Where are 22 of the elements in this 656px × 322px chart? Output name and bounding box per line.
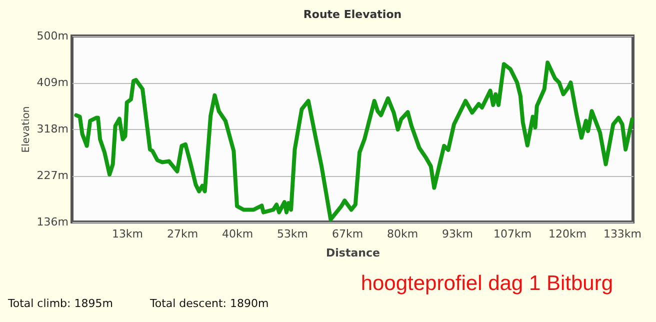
y-tick-label: 500m xyxy=(36,30,68,42)
x-tick-label: 67km xyxy=(332,228,364,240)
x-tick-label: 107km xyxy=(493,228,532,240)
text: Total climb: 1895m xyxy=(7,297,113,310)
x-tick-label: 53km xyxy=(276,228,308,240)
x-axis-title: Distance xyxy=(326,246,380,260)
x-tick-label: 120km xyxy=(548,228,587,240)
text: Total descent: 1890m xyxy=(149,297,269,310)
y-tick-label: 227m xyxy=(36,169,68,182)
y-tick-label: 318m xyxy=(36,122,68,136)
chart-title: Route Elevation xyxy=(303,8,402,21)
text: hoogteprofiel dag 1 Bitburg xyxy=(360,272,613,295)
x-tick-label: 93km xyxy=(442,228,474,240)
y-axis-title: Elevation xyxy=(20,106,32,153)
x-tick-label: 40km xyxy=(222,228,254,240)
x-tick-label: 80km xyxy=(386,228,418,240)
x-tick-label: 13km xyxy=(112,228,144,240)
y-tick-label: 409m xyxy=(36,76,68,89)
line-series xyxy=(74,60,634,222)
x-tick-label: 27km xyxy=(166,228,198,240)
x-tick-label: 133km xyxy=(603,228,642,240)
y-tick-label: 136m xyxy=(36,216,68,228)
